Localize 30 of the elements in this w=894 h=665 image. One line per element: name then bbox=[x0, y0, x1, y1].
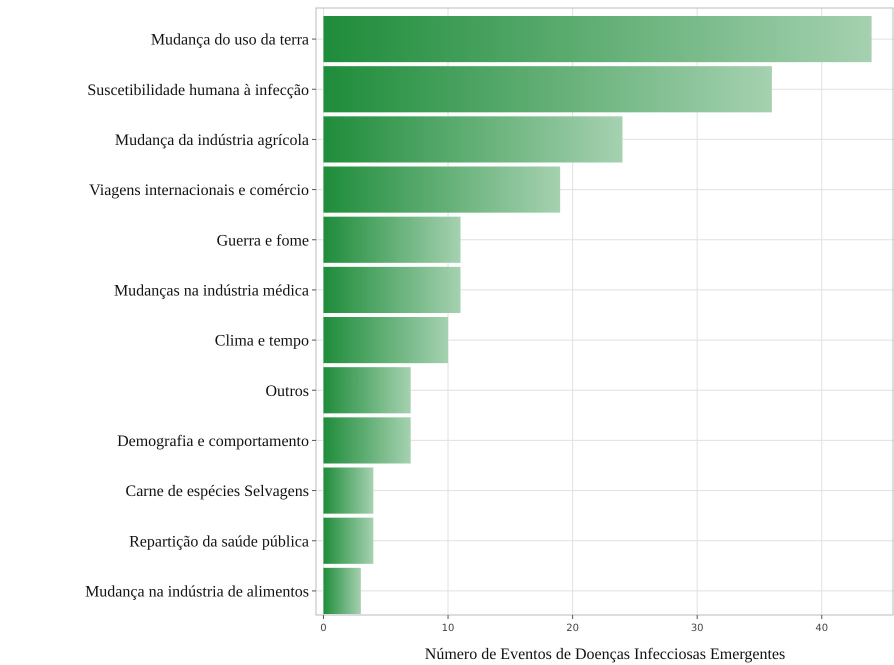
y-tick-label: Suscetibilidade humana à infecção bbox=[87, 82, 309, 99]
bar bbox=[323, 317, 448, 364]
y-tick-label: Viagens internacionais e comércio bbox=[89, 182, 309, 200]
bar bbox=[323, 66, 772, 112]
y-tick-label: Clima e tempo bbox=[214, 332, 309, 350]
y-tick-label: Mudanças na indústria médica bbox=[114, 282, 309, 300]
bar bbox=[323, 468, 374, 514]
bar bbox=[323, 417, 411, 464]
bar bbox=[323, 518, 374, 564]
y-tick-label: Outros bbox=[265, 382, 309, 400]
bar bbox=[323, 166, 560, 213]
x-tick-label: 40 bbox=[815, 623, 828, 634]
x-tick-label: 30 bbox=[690, 623, 704, 634]
bar bbox=[323, 266, 460, 313]
bar bbox=[323, 216, 460, 263]
x-tick-label: 10 bbox=[442, 623, 454, 634]
bar bbox=[323, 116, 622, 162]
y-tick-label: Mudança na indústria de alimentos bbox=[85, 584, 309, 601]
y-tick-label: Repartição da saúde pública bbox=[129, 533, 309, 550]
bar bbox=[323, 367, 411, 414]
y-tick-label: Mudança da indústria agrícola bbox=[114, 132, 309, 150]
y-tick-label: Carne de espécies Selvagens bbox=[126, 483, 309, 500]
x-tick-label: 20 bbox=[566, 623, 579, 634]
bar bbox=[323, 16, 872, 62]
x-axis-title: Número de Eventos de Doenças Infecciosas Emergentes bbox=[424, 646, 786, 663]
y-tick-label: Mudança do uso da terra bbox=[150, 32, 309, 49]
y-tick-label: Guerra e fome bbox=[216, 232, 309, 250]
x-tick-label: 0 bbox=[320, 623, 327, 634]
bar bbox=[323, 568, 361, 614]
y-tick-label: Demografia e comportamento bbox=[117, 433, 309, 450]
